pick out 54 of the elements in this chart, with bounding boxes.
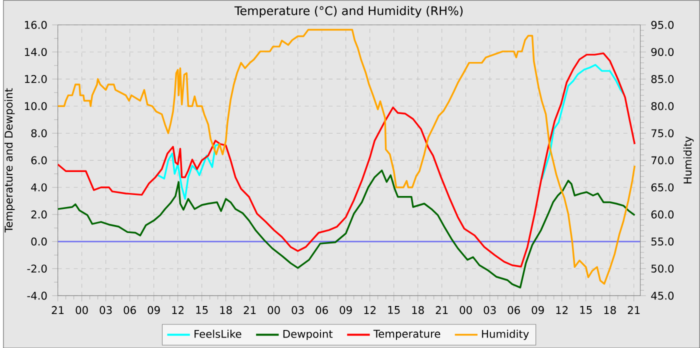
- x-tick-label: 21: [628, 306, 640, 314]
- x-tick-label: 12: [364, 306, 376, 314]
- y2-tick-label: 75.0: [652, 128, 674, 137]
- x-tick-label: 09: [532, 306, 544, 314]
- y-tick-label: 2.0: [31, 210, 47, 218]
- legend-label: Humidity: [482, 329, 529, 340]
- y-tick-label: -2.0: [27, 264, 47, 272]
- x-tick-label: 00: [268, 306, 280, 314]
- x-tick-label: 06: [316, 306, 328, 314]
- y2-tick-label: 45.0: [651, 291, 674, 300]
- x-tick-label: 21: [436, 306, 448, 314]
- y-axis-title: Temperature and Dewpoint: [4, 88, 15, 232]
- y2-tick-label: 90.0: [651, 48, 674, 56]
- y-tick-label: 10.0: [24, 102, 47, 110]
- y2-tick-label: 50.0: [651, 264, 674, 272]
- y-tick-label: 16.0: [24, 20, 47, 29]
- x-tick-label: 00: [76, 306, 88, 314]
- x-tick-label: 12: [172, 306, 184, 314]
- x-tick-label: 09: [148, 306, 160, 314]
- y2-tick-label: 95.0: [651, 20, 674, 29]
- y2-tick-label: 65.0: [651, 183, 674, 192]
- x-tick-label: 00: [460, 306, 472, 314]
- x-tick-label: 21: [244, 306, 256, 314]
- y-tick-label: 0.0: [31, 237, 47, 246]
- x-tick-label: 15: [388, 306, 400, 314]
- legend-label: Temperature: [373, 330, 440, 340]
- x-tick-label: 03: [292, 306, 304, 314]
- y-tick-label: 12.0: [24, 74, 47, 83]
- x-tick-label: 21: [52, 306, 64, 314]
- y2-tick-label: 55.0: [651, 237, 674, 246]
- x-tick-label: 06: [124, 306, 136, 314]
- y2-tick-label: 60.0: [651, 210, 674, 218]
- legend-label: FeelsLike: [194, 329, 242, 338]
- legend-label: Dewpoint: [283, 329, 333, 340]
- y-tick-label: 8.0: [31, 128, 47, 137]
- y2-tick-label: 80.0: [651, 102, 674, 110]
- chart-title: Temperature (°C) and Humidity (RH%): [234, 6, 463, 18]
- y-tick-label: -4.0: [27, 291, 47, 300]
- x-tick-label: 15: [196, 306, 208, 314]
- y-tick-label: 6.0: [31, 156, 47, 164]
- x-tick-label: 18: [604, 306, 616, 314]
- y-tick-label: 14.0: [24, 48, 47, 56]
- x-tick-label: 03: [100, 306, 112, 314]
- y2-axis-title: Humidity: [683, 136, 694, 184]
- x-tick-label: 09: [340, 306, 352, 314]
- x-tick-label: 18: [220, 306, 232, 314]
- y-tick-label: 4.0: [31, 183, 47, 192]
- x-tick-label: 06: [508, 306, 520, 314]
- y2-tick-label: 70.0: [652, 156, 674, 164]
- x-tick-label: 15: [580, 306, 592, 314]
- y2-tick-label: 85.0: [651, 74, 674, 83]
- x-tick-label: 12: [556, 306, 568, 314]
- x-tick-label: 18: [412, 306, 424, 314]
- x-tick-label: 03: [484, 306, 496, 314]
